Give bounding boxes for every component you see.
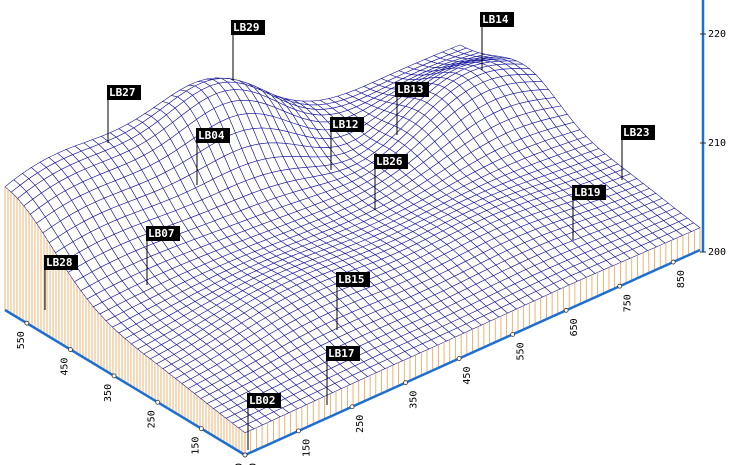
y-tick bbox=[403, 380, 408, 386]
x-tick-label: 250 bbox=[147, 410, 158, 428]
y-tick-label: 450 bbox=[462, 367, 473, 385]
label-box bbox=[44, 255, 78, 270]
label-box bbox=[107, 85, 141, 100]
y-tick-label: 850 bbox=[676, 270, 687, 288]
label-box bbox=[336, 272, 370, 287]
well-label: LB23 bbox=[623, 126, 650, 139]
y-tick-label: 150 bbox=[302, 439, 313, 457]
y-axis bbox=[244, 248, 701, 457]
label-box bbox=[330, 117, 364, 132]
label-box bbox=[621, 125, 655, 140]
label-box bbox=[247, 393, 281, 408]
x-tick-label: 550 bbox=[16, 331, 27, 349]
y-tick bbox=[510, 332, 516, 337]
y-tick bbox=[456, 356, 462, 361]
well-label: LB02 bbox=[249, 394, 276, 407]
well-label: LB04 bbox=[198, 129, 225, 142]
x-tick-label: 450 bbox=[59, 358, 70, 376]
y-tick-label: 350 bbox=[409, 391, 420, 409]
z-tick-label: 210 bbox=[708, 138, 726, 149]
well-label: LB07 bbox=[148, 227, 175, 240]
y-tick-label: 550 bbox=[516, 342, 527, 360]
label-box bbox=[480, 12, 514, 27]
well-label: LB15 bbox=[338, 273, 365, 286]
surface-mesh bbox=[4, 44, 701, 434]
x-axis bbox=[4, 308, 246, 457]
x-tick-label: 350 bbox=[103, 384, 114, 402]
mesh-cell bbox=[238, 423, 255, 434]
label-box bbox=[572, 185, 606, 200]
y-tick bbox=[563, 307, 569, 313]
well-label: LB12 bbox=[332, 118, 359, 131]
x-tick bbox=[24, 320, 30, 326]
well-label: LB13 bbox=[397, 83, 424, 96]
y-tick bbox=[349, 404, 355, 410]
y-tick-label: 250 bbox=[355, 415, 366, 433]
x-tick bbox=[111, 373, 117, 379]
well-label: LB14 bbox=[482, 13, 509, 26]
label-box bbox=[196, 128, 230, 143]
x-tick-label: 50 bbox=[234, 463, 245, 465]
label-box bbox=[374, 154, 408, 169]
y-tick-label: 650 bbox=[569, 318, 580, 336]
well-label: LB26 bbox=[376, 155, 403, 168]
y-tick bbox=[670, 259, 676, 265]
x-tick bbox=[155, 399, 161, 405]
well-label: LB27 bbox=[109, 86, 136, 99]
well-label: LB28 bbox=[46, 256, 73, 269]
label-box bbox=[146, 226, 180, 241]
x-tick bbox=[68, 347, 73, 352]
label-box bbox=[326, 346, 360, 361]
well-label: LB29 bbox=[233, 21, 260, 34]
y-tick-label: 750 bbox=[623, 294, 634, 312]
well-label: LB17 bbox=[328, 347, 355, 360]
y-tick bbox=[617, 283, 623, 289]
label-box bbox=[395, 82, 429, 97]
y-tick bbox=[296, 428, 301, 434]
x-tick bbox=[198, 426, 204, 432]
z-tick-label: 220 bbox=[708, 29, 726, 40]
x-tick-label: 150 bbox=[190, 437, 201, 455]
skirt bbox=[4, 186, 701, 455]
z-tick-label: 200 bbox=[708, 247, 726, 258]
y-tick-label: 50 bbox=[248, 463, 259, 465]
well-label: LB19 bbox=[574, 186, 601, 199]
y-tick bbox=[242, 452, 248, 458]
label-box bbox=[231, 20, 265, 35]
